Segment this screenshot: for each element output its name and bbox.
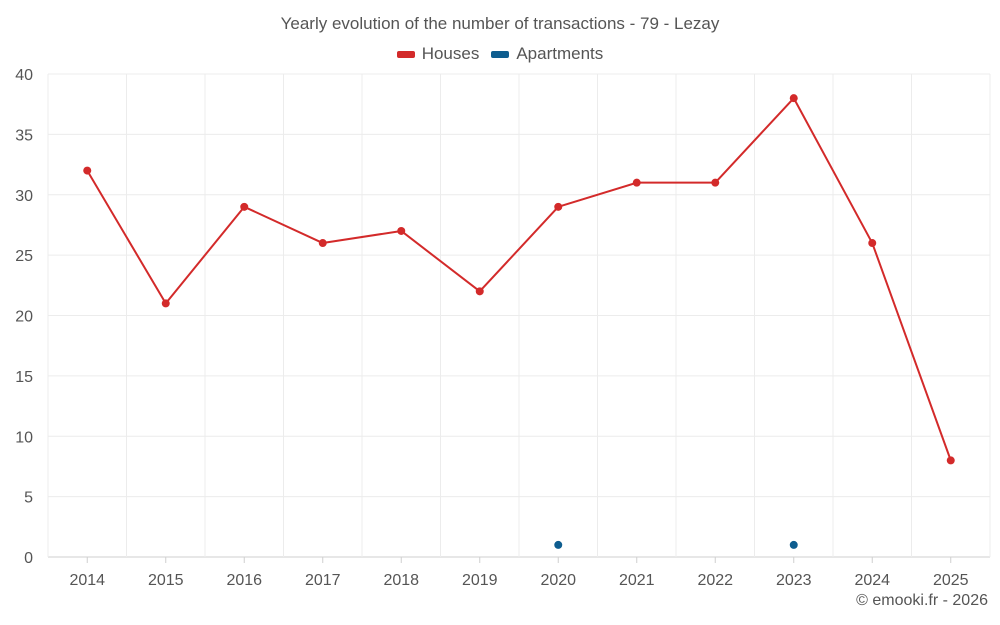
data-point-houses bbox=[946, 456, 955, 465]
y-tick-label: 5 bbox=[24, 490, 33, 507]
data-point-houses bbox=[475, 287, 484, 296]
data-point-houses bbox=[240, 202, 249, 211]
y-tick-label: 10 bbox=[15, 429, 33, 446]
x-tick-label: 2025 bbox=[933, 572, 969, 589]
legend-label-apartments: Apartments bbox=[516, 44, 604, 63]
x-tick-label: 2024 bbox=[854, 572, 890, 589]
credit-text: © emooki.fr - 2026 bbox=[856, 592, 988, 609]
x-tick-label: 2015 bbox=[148, 572, 184, 589]
x-tick-label: 2023 bbox=[776, 572, 812, 589]
x-tick-label: 2017 bbox=[305, 572, 341, 589]
data-point-apartments bbox=[789, 540, 798, 549]
legend-item-apartments[interactable]: Apartments bbox=[491, 44, 603, 64]
data-point-apartments bbox=[554, 540, 563, 549]
chart-title: Yearly evolution of the number of transa… bbox=[280, 14, 720, 33]
x-tick-label: 2016 bbox=[226, 572, 262, 589]
legend-item-houses[interactable]: Houses bbox=[396, 44, 480, 64]
data-point-houses bbox=[868, 239, 877, 248]
legend: Houses Apartments bbox=[0, 44, 1000, 64]
data-point-houses bbox=[83, 166, 92, 175]
series-line-houses bbox=[86, 97, 952, 461]
y-tick-label: 0 bbox=[24, 550, 33, 567]
y-tick-label: 35 bbox=[15, 127, 33, 144]
legend-label-houses: Houses bbox=[421, 44, 480, 63]
x-tick-label: 2019 bbox=[462, 572, 498, 589]
data-point-houses bbox=[554, 202, 563, 211]
x-tick-label: 2018 bbox=[383, 572, 419, 589]
x-tick-label: 2021 bbox=[619, 572, 655, 589]
x-tick-label: 2014 bbox=[69, 572, 105, 589]
y-tick-label: 25 bbox=[15, 248, 33, 265]
y-tick-label: 15 bbox=[15, 369, 33, 386]
data-point-houses bbox=[711, 178, 720, 187]
legend-swatch-apartments bbox=[491, 50, 510, 58]
data-point-houses bbox=[632, 178, 641, 187]
data-point-houses bbox=[397, 226, 406, 235]
data-point-houses bbox=[161, 299, 170, 308]
data-point-houses bbox=[789, 94, 798, 103]
legend-swatch-houses bbox=[396, 50, 415, 58]
y-tick-label: 30 bbox=[15, 188, 33, 205]
y-tick-label: 40 bbox=[15, 67, 33, 84]
y-tick-label: 20 bbox=[15, 309, 33, 326]
x-tick-label: 2020 bbox=[540, 572, 576, 589]
data-point-houses bbox=[318, 239, 327, 248]
x-tick-label: 2022 bbox=[697, 572, 733, 589]
